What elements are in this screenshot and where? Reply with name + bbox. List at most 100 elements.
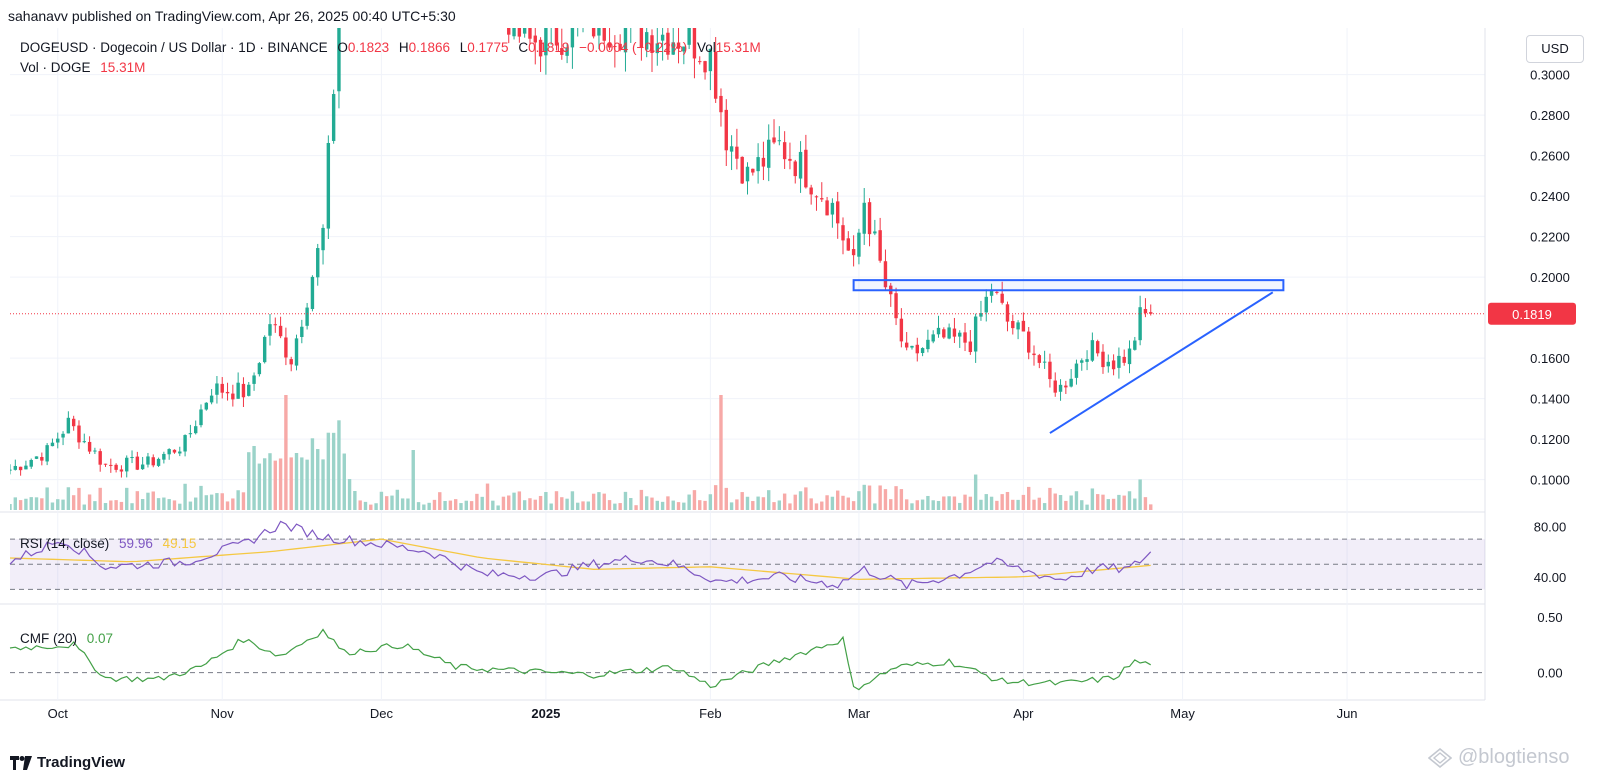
volume-bar	[1021, 494, 1026, 510]
candle-body	[1053, 380, 1057, 393]
y-tick-label: 0.2600	[1530, 149, 1570, 164]
volume-bar	[692, 490, 697, 510]
volume-bar	[814, 503, 819, 510]
candle-body	[952, 328, 957, 337]
candle-body	[1074, 363, 1079, 378]
volume-bar	[448, 500, 453, 510]
volume-bar	[947, 496, 951, 510]
volume-bar	[469, 501, 474, 510]
volume-bar	[40, 498, 44, 510]
candle-body	[294, 338, 299, 366]
volume-bar	[400, 498, 405, 510]
candle-body	[560, 48, 564, 55]
volume-bar	[772, 502, 776, 510]
candle-body	[82, 441, 86, 443]
y-tick-label: 0.1600	[1530, 351, 1570, 366]
tradingview-icon	[10, 755, 32, 770]
volume-bar	[538, 495, 543, 510]
candle-body	[713, 51, 718, 99]
candle-body	[1064, 385, 1068, 388]
candle-body	[920, 348, 925, 354]
open-value: 0.1823	[347, 40, 390, 55]
candle-body	[1127, 348, 1132, 365]
rsi-title[interactable]: RSI (14, close)	[20, 536, 110, 551]
volume-bar	[862, 484, 866, 510]
cmf-title[interactable]: CMF (20)	[20, 631, 77, 646]
volume-bar	[931, 500, 935, 510]
candle-body	[24, 465, 28, 470]
volume-bar	[767, 490, 771, 510]
symbol-legend: DOGEUSD · Dogecoin / US Dollar · 1D · BI…	[20, 40, 761, 55]
volume-bar	[973, 474, 978, 510]
volume-bar	[204, 495, 209, 510]
currency-button[interactable]: USD	[1526, 35, 1584, 63]
volume-bar	[644, 496, 649, 510]
volume-bar	[512, 492, 516, 510]
candle-body	[565, 47, 569, 56]
candle-body	[904, 342, 909, 348]
volume-bar	[18, 500, 23, 510]
y-tick-label: 0.1000	[1530, 473, 1570, 488]
candle-body	[183, 435, 187, 452]
volume-bar	[1064, 500, 1068, 510]
volume-bar	[273, 460, 277, 510]
volume-bar	[209, 494, 214, 510]
volume-study-label[interactable]: Vol · DOGE	[20, 60, 91, 75]
candle-body	[1111, 360, 1116, 370]
candle-body	[867, 202, 872, 235]
candle-body	[533, 35, 537, 43]
x-tick-label: Jun	[1337, 706, 1358, 721]
volume-bar	[607, 500, 612, 510]
volume-bar	[385, 496, 389, 510]
diamond-logo-icon	[1428, 747, 1452, 768]
cmf-legend: CMF (20) 0.07	[20, 631, 113, 646]
candle-body	[119, 469, 124, 472]
candle-body	[87, 441, 92, 452]
candle-body	[751, 168, 755, 173]
candle-body	[984, 296, 988, 313]
volume-bar	[443, 500, 447, 510]
tradingview-logo[interactable]: TradingView	[10, 754, 125, 771]
candle-body	[199, 409, 203, 426]
volume-bar	[920, 499, 925, 510]
candle-body	[549, 19, 552, 24]
candle-body	[337, 28, 341, 92]
candle-body	[188, 433, 193, 435]
volume-bar	[98, 487, 102, 510]
volume-bar	[358, 500, 362, 510]
candle-body	[77, 425, 81, 443]
volume-bar	[586, 501, 591, 510]
candle-body	[745, 166, 750, 182]
volume-bar	[846, 497, 851, 510]
volume-bar	[915, 500, 919, 510]
candle-body	[236, 382, 240, 399]
volume-bar	[411, 450, 415, 510]
volume-bar	[936, 500, 941, 510]
volume-bar	[740, 492, 744, 510]
candle-body	[782, 142, 787, 160]
candle-body	[841, 225, 845, 241]
last-price-badge	[1488, 302, 1576, 325]
volume-bar	[873, 503, 877, 510]
volume-bar	[1138, 479, 1142, 510]
candle-body	[926, 339, 930, 350]
candle-body	[963, 332, 967, 343]
cmf-line	[9, 628, 1151, 691]
cmf-tick-label: 0.00	[1537, 666, 1562, 681]
volume-bar	[899, 489, 904, 510]
volume-bar	[151, 491, 155, 510]
candle-body	[719, 95, 723, 113]
candle-body	[650, 35, 654, 53]
symbol-description[interactable]: DOGEUSD · Dogecoin / US Dollar · 1D · BI…	[20, 40, 328, 55]
y-tick-label: 0.2800	[1530, 108, 1570, 123]
candle-body	[268, 324, 272, 336]
volume-bar	[114, 500, 118, 510]
candle-body	[194, 426, 198, 434]
candle-body	[103, 463, 108, 465]
volume-bar	[1032, 499, 1036, 510]
candle-body	[225, 391, 230, 394]
volume-bar	[252, 445, 256, 510]
candle-body	[40, 456, 44, 461]
x-tick-label: Mar	[848, 706, 871, 721]
